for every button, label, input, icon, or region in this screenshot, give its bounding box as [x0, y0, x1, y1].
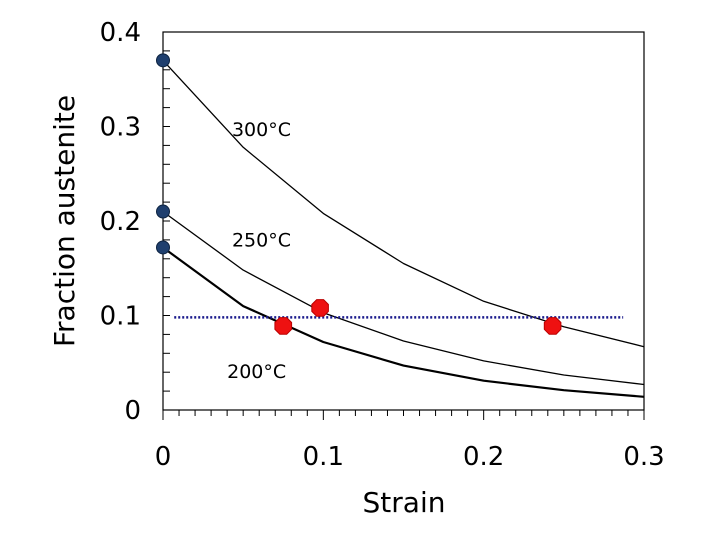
- x-axis-ticks: 0 0.1 0.2 0.3: [155, 410, 665, 472]
- x-tick-label: 0.3: [623, 442, 664, 472]
- x-tick-label: 0.2: [463, 442, 504, 472]
- marked-point: [311, 299, 329, 317]
- y-tick-label: 0.4: [100, 18, 141, 48]
- curve-label: 300°C: [232, 119, 291, 141]
- y-tick-label: 0: [124, 396, 141, 426]
- marked-point: [274, 317, 293, 335]
- curve-labels: 300°C 250°C 200°C: [227, 119, 291, 383]
- initial-fraction-point: [156, 53, 170, 68]
- y-tick-label: 0.2: [100, 207, 141, 237]
- curve-300c: [162, 59, 645, 348]
- x-tick-label: 0.1: [303, 442, 344, 472]
- marked-point: [543, 317, 562, 335]
- x-axis-title: Strain: [363, 486, 446, 519]
- curve-250c: [162, 211, 645, 386]
- y-axis-ticks: 0 0.1 0.2 0.3 0.4: [100, 18, 170, 426]
- curves: [162, 59, 645, 398]
- y-tick-label: 0.3: [100, 113, 141, 143]
- y-tick-label: 0.1: [100, 302, 141, 332]
- plot-area-frame: [162, 31, 645, 411]
- x-tick-label: 0: [155, 442, 172, 472]
- curve-200c: [162, 246, 645, 398]
- initial-fraction-point: [156, 240, 170, 255]
- points: [156, 53, 562, 335]
- y-axis-title: Fraction austenite: [48, 95, 81, 347]
- curve-label: 250°C: [232, 230, 291, 252]
- initial-fraction-point: [156, 204, 170, 219]
- curve-label: 200°C: [227, 361, 286, 383]
